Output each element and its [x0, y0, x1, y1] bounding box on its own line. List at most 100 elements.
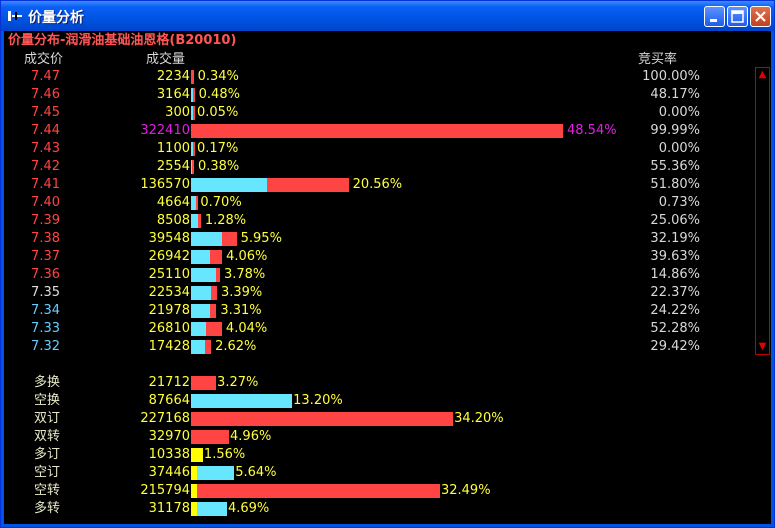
volume-percent: 0.48%	[198, 87, 240, 102]
stat-percent: 3.27%	[217, 375, 259, 390]
stat-label: 双转	[34, 429, 61, 444]
stat-label: 双订	[34, 411, 61, 426]
stat-bar-marker	[191, 502, 197, 516]
scroll-down-icon[interactable]: ▼	[758, 341, 767, 352]
buy-volume-bar	[211, 286, 217, 300]
buy-rate: 48.17%	[650, 87, 700, 102]
buy-volume-bar	[191, 70, 194, 84]
buy-rate: 0.73%	[658, 195, 700, 210]
stat-bar	[191, 394, 293, 408]
minimize-button[interactable]	[704, 6, 725, 27]
volume-percent: 4.04%	[225, 321, 268, 336]
sell-volume-bar	[191, 106, 193, 120]
price-cell: 7.47	[31, 69, 60, 84]
maximize-icon	[731, 10, 744, 23]
volume-cell: 26942	[148, 249, 190, 264]
sell-volume-bar	[191, 142, 193, 156]
volume-percent: 0.38%	[197, 159, 240, 174]
sell-volume-bar	[191, 286, 212, 300]
price-cell: 7.34	[31, 303, 60, 318]
volume-percent: 1.28%	[204, 213, 247, 228]
stat-volume: 87664	[148, 393, 190, 408]
stat-volume: 31178	[148, 501, 190, 516]
buy-rate: 51.80%	[650, 177, 700, 192]
buy-rate: 39.63%	[650, 249, 700, 264]
sell-volume-bar	[191, 178, 267, 192]
stat-volume: 10338	[148, 447, 190, 462]
stat-volume: 37446	[148, 465, 190, 480]
price-cell: 7.45	[31, 105, 60, 120]
rate-column-header: 竞买率	[638, 52, 678, 67]
price-column-header: 成交价	[24, 52, 64, 67]
scrollbar[interactable]: ▲ ▼	[755, 67, 770, 355]
price-cell: 7.32	[31, 339, 60, 354]
price-cell: 7.44	[31, 123, 60, 138]
stat-label: 空转	[34, 483, 61, 498]
buy-rate: 25.06%	[650, 213, 700, 228]
close-button[interactable]	[750, 6, 771, 27]
minimize-icon	[710, 19, 717, 22]
buy-volume-bar	[215, 268, 220, 282]
price-cell: 7.37	[31, 249, 60, 264]
price-cell: 7.40	[31, 195, 60, 210]
buy-volume-bar	[196, 196, 198, 210]
volume-percent: 5.95%	[240, 231, 282, 246]
stat-label: 空换	[34, 393, 61, 408]
price-volume-panel: 价量分布-润滑油基础油恩格(B20010) 成交价 成交量 竞买率 ▲ ▼ 7.…	[4, 31, 771, 524]
stat-bar	[197, 502, 227, 516]
sell-volume-bar	[191, 322, 206, 336]
stat-bar-marker	[191, 484, 197, 498]
stat-volume: 21712	[148, 375, 190, 390]
volume-cell: 21978	[148, 303, 190, 318]
buy-rate: 55.36%	[650, 159, 700, 174]
stat-label: 多换	[34, 375, 61, 390]
stat-volume: 215794	[140, 483, 190, 498]
price-cell: 7.36	[31, 267, 60, 282]
stat-volume: 227168	[140, 411, 190, 426]
stat-bar	[191, 430, 230, 444]
close-icon	[755, 11, 766, 22]
stat-bar	[191, 412, 454, 426]
stat-volume: 32970	[148, 429, 190, 444]
title-bar[interactable]: 价量分析	[1, 1, 774, 31]
volume-cell: 2234	[156, 69, 190, 84]
stat-percent: 4.69%	[227, 501, 270, 516]
buy-rate: 52.28%	[650, 321, 700, 336]
buy-rate: 100.00%	[642, 69, 700, 84]
buy-rate: 99.99%	[650, 123, 700, 138]
sell-volume-bar	[191, 232, 222, 246]
volume-percent: 0.34%	[197, 69, 239, 84]
volume-cell: 8508	[156, 213, 190, 228]
volume-percent: 3.39%	[220, 285, 263, 300]
volume-cell: 4664	[156, 195, 190, 210]
volume-percent: 20.56%	[352, 177, 403, 192]
stat-bar	[197, 484, 440, 498]
sell-volume-bar	[191, 304, 211, 318]
volume-cell: 17428	[148, 339, 190, 354]
sell-volume-bar	[191, 268, 216, 282]
buy-rate: 22.37%	[650, 285, 700, 300]
volume-cell: 1100	[156, 141, 190, 156]
buy-rate: 0.00%	[658, 141, 700, 156]
volume-cell: 3164	[156, 87, 190, 102]
buy-volume-bar	[193, 106, 195, 120]
maximize-button[interactable]	[727, 6, 748, 27]
price-cell: 7.46	[31, 87, 60, 102]
stat-percent: 13.20%	[293, 393, 343, 408]
stat-bar	[191, 376, 217, 390]
volume-percent: 0.05%	[197, 105, 239, 120]
app-icon	[8, 11, 22, 21]
buy-volume-bar	[192, 88, 195, 102]
window-title: 价量分析	[28, 10, 84, 26]
sell-volume-bar	[191, 214, 199, 228]
price-cell: 7.35	[31, 285, 60, 300]
stat-label: 空订	[34, 465, 61, 480]
stat-percent: 32.49%	[440, 483, 491, 498]
scroll-up-icon[interactable]: ▲	[758, 69, 767, 80]
buy-volume-bar	[198, 214, 201, 228]
volume-cell: 2554	[156, 159, 190, 174]
stat-bar	[197, 466, 235, 480]
buy-volume-bar	[209, 250, 223, 264]
buy-rate: 29.42%	[650, 339, 700, 354]
volume-percent: 48.54%	[567, 123, 617, 138]
